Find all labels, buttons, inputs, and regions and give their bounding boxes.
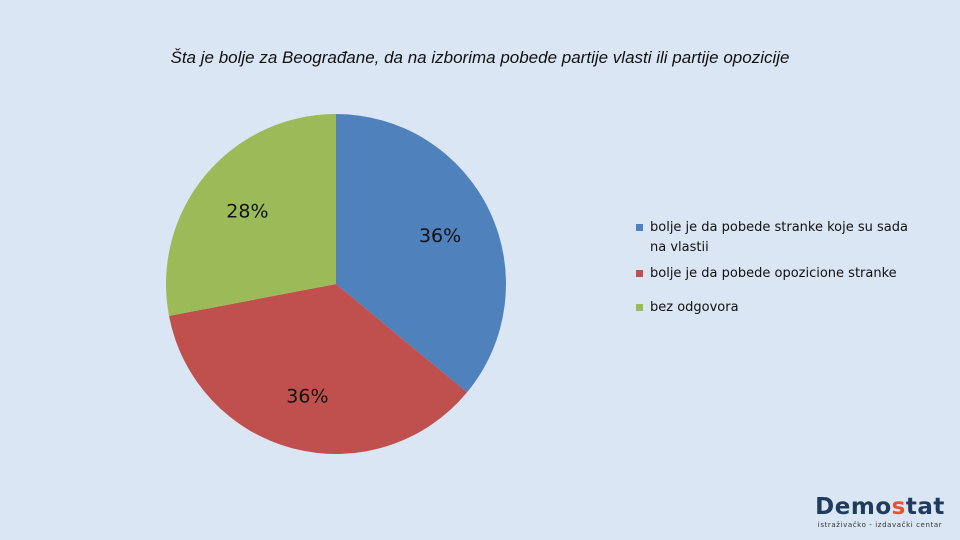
pie-slice-vlast [336, 114, 506, 393]
legend-swatch-bez-odgovora [636, 304, 643, 311]
pie-slice-bez-odgovora [165, 114, 336, 316]
legend-swatch-opozicija [636, 270, 643, 277]
legend-swatch-vlast [636, 224, 643, 231]
legend-label-bez-odgovora: bez odgovora [650, 300, 739, 315]
logo-wordmark: Demostat [815, 494, 945, 520]
legend-label-vlast: bolje je da pobede stranke koje su sada … [650, 220, 908, 255]
pie-slice-opozicija [169, 284, 467, 454]
data-label-vlast: 36% [419, 225, 461, 247]
chart-title: Šta je bolje za Beograđane, da na izbori… [170, 48, 790, 67]
data-label-opozicija: 36% [286, 385, 328, 407]
data-label-bez-odgovora: 28% [226, 201, 268, 223]
legend-item-vlast: bolje je da pobede stranke koje su sada … [636, 218, 926, 258]
chart-legend: bolje je da pobede stranke koje su sada … [636, 218, 926, 324]
legend-item-opozicija: bolje je da pobede opozicione stranke [636, 264, 926, 284]
legend-label-opozicija: bolje je da pobede opozicione stranke [650, 266, 897, 281]
demostat-logo: Demostat istraživačko - izdavački centar [814, 494, 946, 529]
logo-tagline: istraživačko - izdavački centar [817, 521, 943, 529]
legend-item-bez-odgovora: bez odgovora [636, 298, 926, 318]
